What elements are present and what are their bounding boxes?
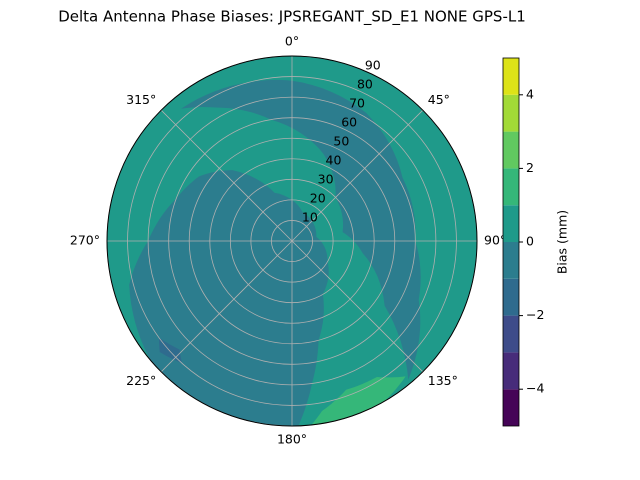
colorbar-band [503, 315, 519, 353]
colorbar-band [503, 94, 519, 132]
radial-tick-label: 50 [333, 134, 349, 149]
colorbar-band [503, 278, 519, 316]
colorbar-band [503, 352, 519, 390]
radial-tick-label: 40 [326, 153, 342, 168]
radial-tick-label: 90 [365, 58, 381, 73]
radial-tick-label: 70 [349, 96, 365, 111]
angular-tick-label: 180° [277, 432, 307, 447]
radial-tick-label: 30 [318, 172, 334, 187]
angular-tick-label: 135° [428, 373, 458, 388]
angular-tick-label: 270° [70, 233, 100, 248]
radial-tick-label: 20 [310, 191, 326, 206]
contour-region [129, 170, 329, 426]
angular-tick-label: 0° [285, 34, 299, 49]
colorbar-tick-label: 2 [526, 160, 534, 175]
colorbar-tick-label: 0 [526, 234, 534, 249]
colorbar-tick-label: −2 [526, 307, 544, 322]
colorbar-tick-label: 4 [526, 86, 534, 101]
colorbar-tick-label: −4 [526, 381, 544, 396]
overlay: 10 20 30 40 50 60 70 80 90 0° 45° 90° 135° 180° 225° 27… [70, 34, 506, 447]
contour-region [311, 376, 406, 425]
colorbar-band [503, 389, 519, 426]
angular-grid [160, 240, 293, 373]
colorbar-band [503, 168, 519, 206]
colorbar-band [503, 205, 519, 242]
angular-grid [291, 240, 424, 373]
colorbar-label: Bias (mm) [555, 210, 570, 274]
polar-frame [106, 55, 478, 427]
radial-tick-label: 80 [357, 77, 373, 92]
colorbar-band [503, 242, 519, 279]
angular-tick-label: 90° [484, 233, 506, 248]
angular-grid [160, 109, 293, 242]
angular-tick-label: 45° [428, 92, 450, 107]
angular-tick-label: 225° [126, 373, 156, 388]
colorbar-band [503, 58, 519, 95]
colorbar-band [503, 131, 519, 169]
angular-tick-label: 315° [126, 92, 156, 107]
radial-tick-label: 60 [341, 115, 357, 130]
angular-grid [291, 109, 424, 242]
radial-tick-label: 10 [302, 210, 318, 225]
contour-region [181, 79, 421, 380]
chart-title: Delta Antenna Phase Biases: JPSREGANT_SD… [58, 8, 526, 27]
